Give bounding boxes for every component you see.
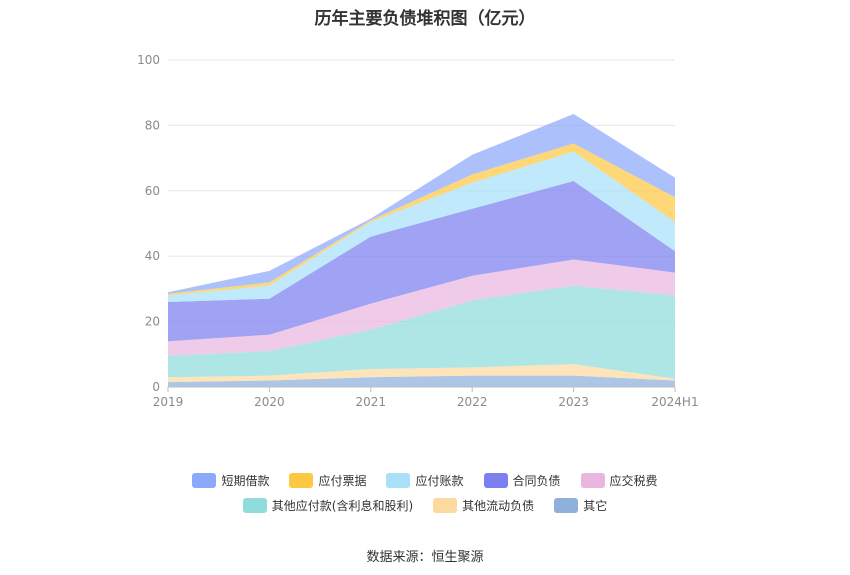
legend-label: 其他应付款(含利息和股利) (271, 499, 414, 513)
legend-label: 合同负债 (512, 474, 561, 488)
legend-swatch (433, 498, 458, 513)
legend-item[interactable]: 其他应付款(含利息和股利) (242, 497, 414, 514)
legend-row: 短期借款 应付票据 应付账款 合同负债 应交税费 (0, 472, 850, 489)
area-应交税费 (168, 259, 675, 356)
y-tick-label: 40 (145, 249, 160, 263)
legend-swatch (580, 473, 605, 488)
legend-item[interactable]: 短期借款 (192, 472, 269, 489)
legend-label: 应付票据 (318, 474, 367, 488)
legend: 短期借款 应付票据 应付账款 合同负债 应交税费 其他应付款(含利息和股利) 其他流动负债其… (0, 472, 850, 522)
legend-label: 应付账款 (415, 474, 464, 488)
x-tick-label: 2022 (457, 395, 488, 409)
data-source: 数据来源：恒生聚源 (366, 550, 484, 565)
x-tick-label: 2019 (153, 395, 184, 409)
legend-row: 其他应付款(含利息和股利) 其他流动负债 其它 (0, 497, 850, 514)
legend-item[interactable]: 其他流动负债 (433, 497, 534, 514)
legend-item[interactable]: 应交税费 (580, 472, 658, 489)
area-合同负债 (168, 181, 675, 342)
y-tick-label: 0 (152, 380, 160, 394)
x-tick-label: 2024H1 (651, 395, 698, 409)
legend-swatch (554, 498, 579, 513)
legend-swatch (483, 473, 508, 488)
legend-label: 短期借款 (221, 474, 270, 488)
legend-swatch (386, 473, 411, 488)
y-tick-label: 80 (145, 118, 160, 132)
legend-label: 其它 (583, 499, 608, 513)
area-其他应付款(含利息和股利) (168, 285, 675, 379)
x-tick-label: 2023 (558, 395, 589, 409)
legend-label: 其他流动负债 (462, 499, 535, 513)
area-其他流动负债 (168, 364, 675, 383)
area-series (168, 114, 675, 387)
x-tick-label: 2021 (356, 395, 387, 409)
x-tick-label: 2020 (254, 395, 285, 409)
legend-swatch (192, 473, 217, 488)
legend-item[interactable]: 合同负债 (483, 472, 561, 489)
axes: 0 20 40 60 80 100 2019 2020 2021 2022 2023 2024H1 (137, 53, 699, 409)
legend-label: 应交税费 (609, 474, 658, 488)
y-tick-label: 60 (145, 184, 160, 198)
legend-item[interactable]: 应付账款 (386, 472, 464, 489)
legend-swatch (289, 473, 314, 488)
area-其它 (168, 375, 675, 387)
y-tick-label: 20 (145, 315, 160, 329)
chart-title: 历年主要负债堆积图（亿元） (314, 9, 536, 29)
legend-item[interactable]: 应付票据 (289, 472, 366, 489)
y-tick-label: 100 (137, 53, 160, 67)
legend-item[interactable]: 其它 (554, 497, 607, 514)
legend-swatch (242, 498, 267, 513)
